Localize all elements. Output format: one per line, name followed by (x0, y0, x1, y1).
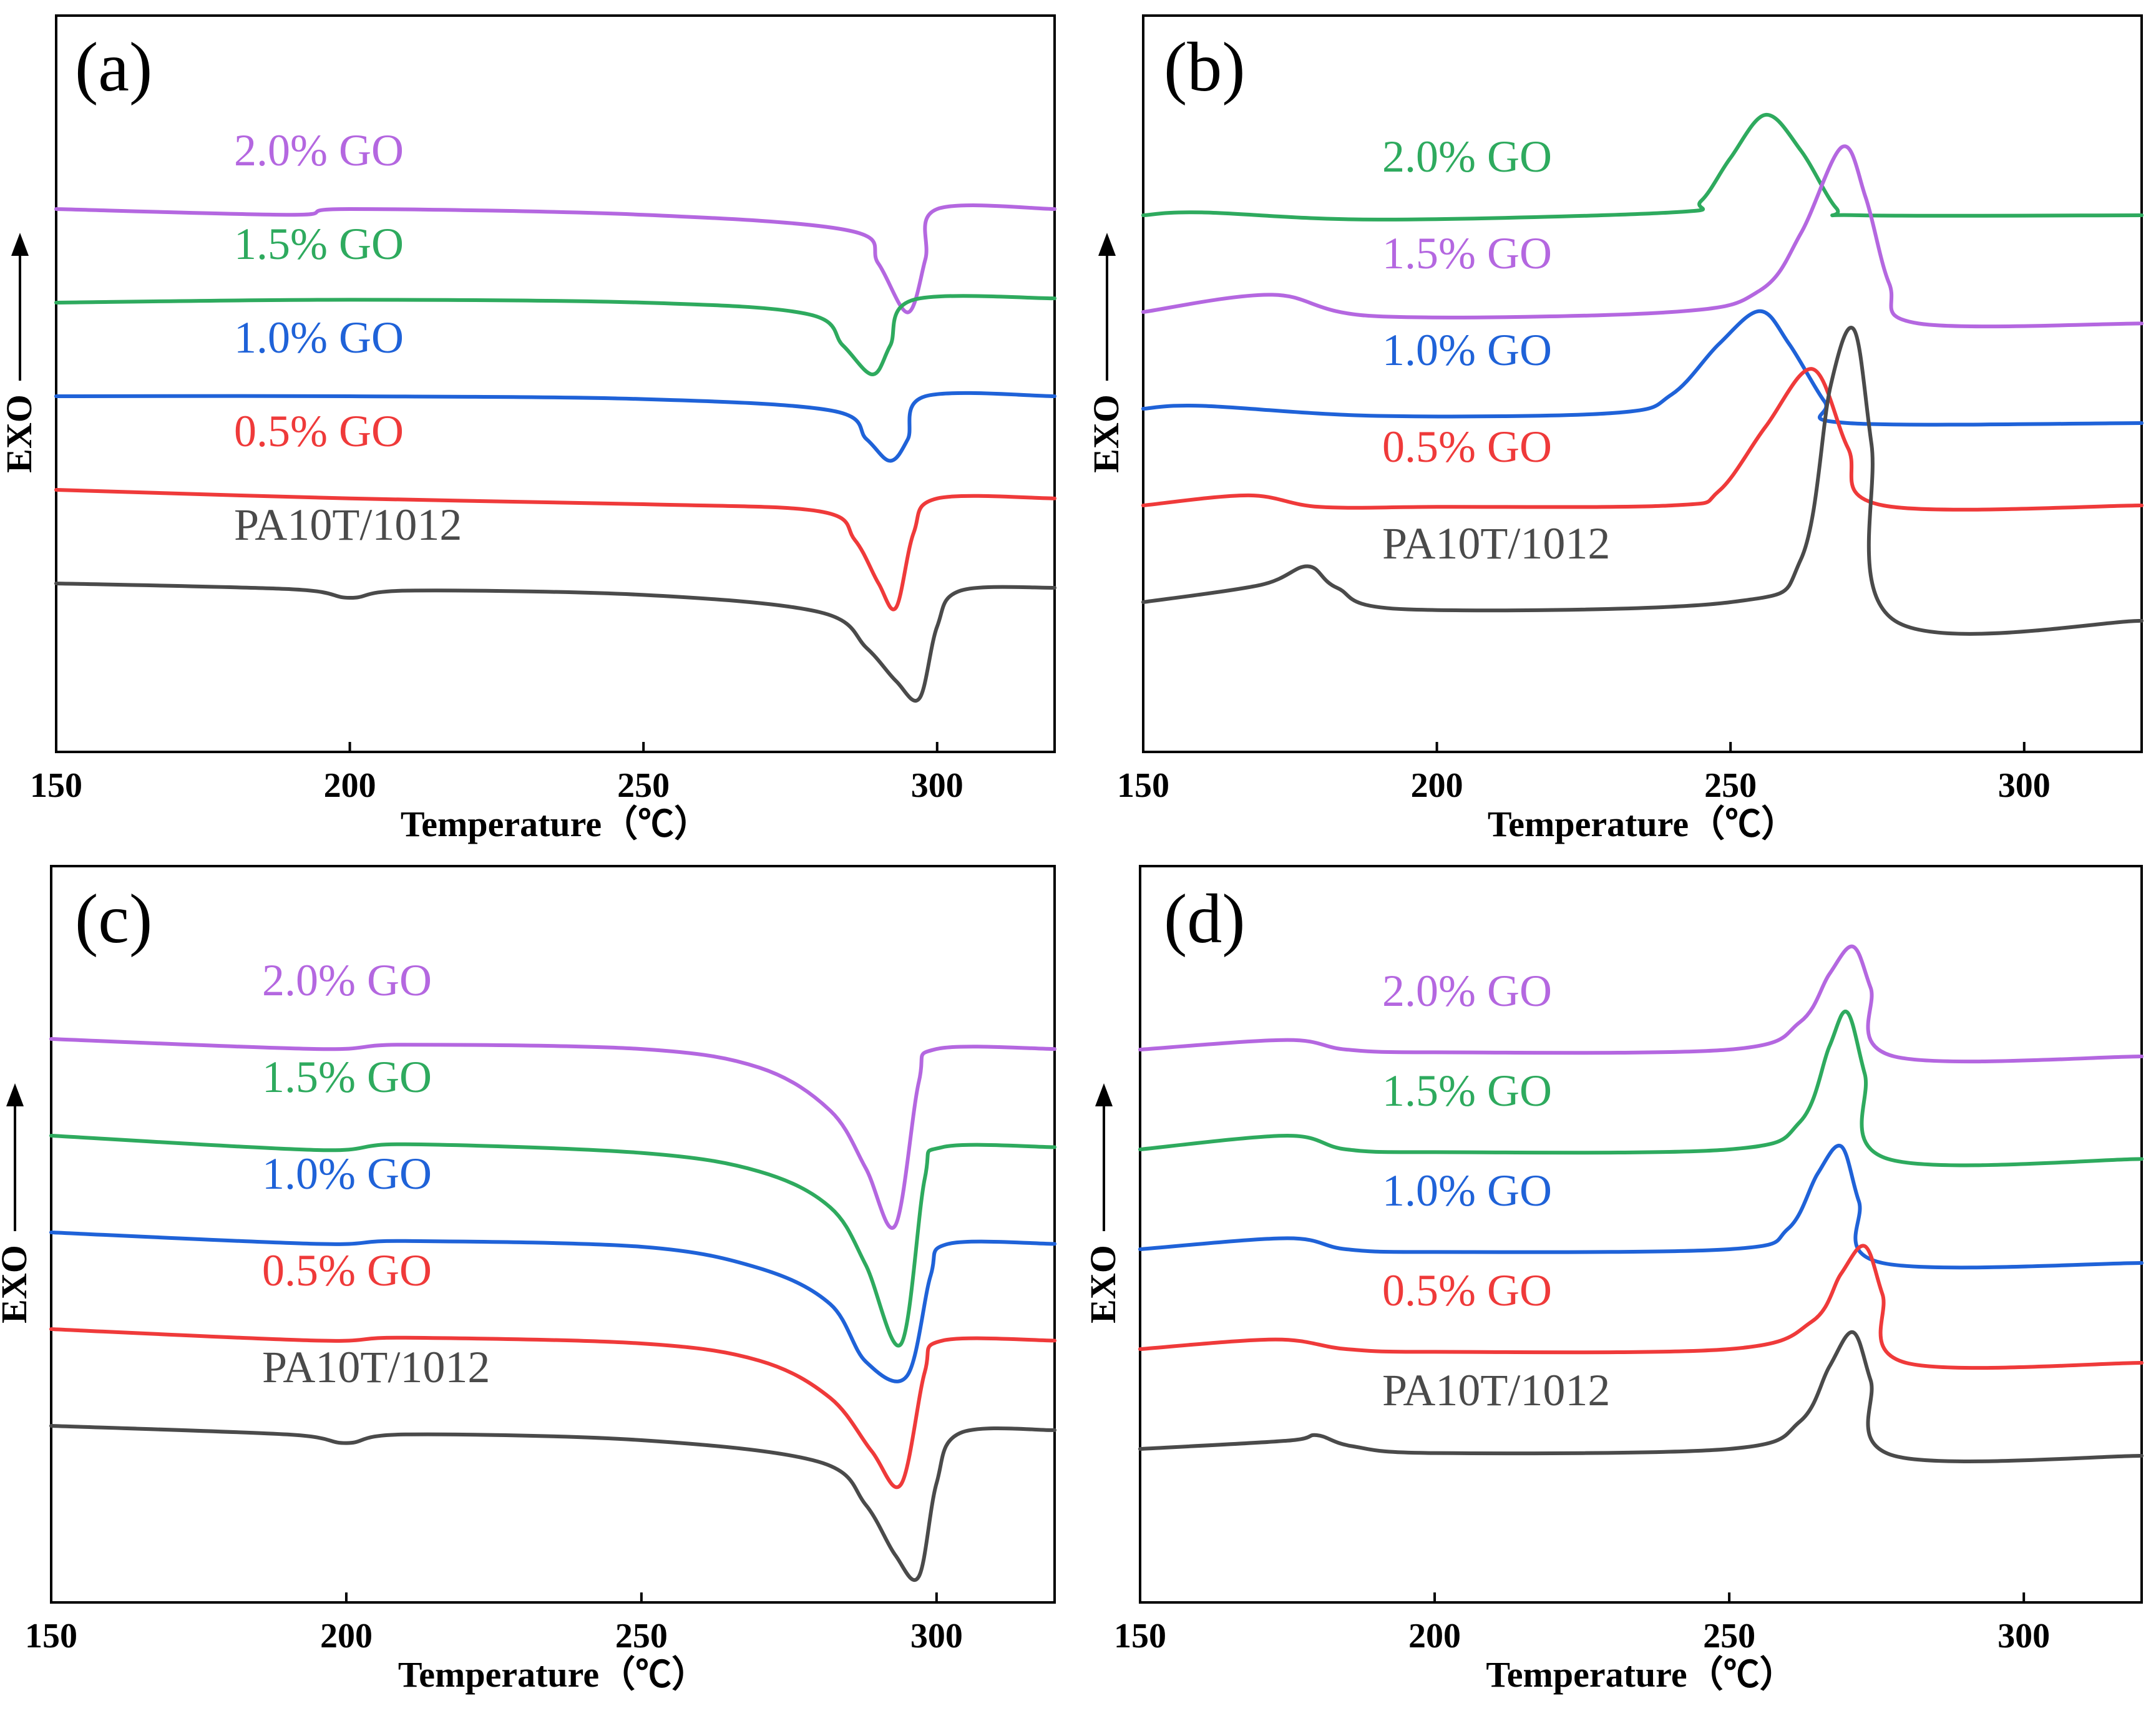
series-label: 1.0% GO (262, 1149, 432, 1199)
x-axis-title: Temperature（℃） (1486, 1654, 1795, 1695)
exo-arrow-head (6, 1083, 24, 1106)
series-line-pa10t-1012 (54, 582, 1056, 703)
x-tick-label: 150 (1117, 766, 1169, 805)
series-label: 0.5% GO (262, 1246, 432, 1295)
x-tick-label: 200 (1411, 766, 1463, 805)
series-label: 2.0% GO (234, 125, 404, 175)
series-line-pa10t-1012 (1138, 1330, 2144, 1463)
series-label: 1.0% GO (234, 313, 404, 363)
plot-frame (1139, 865, 2143, 1604)
x-tick-label: 200 (320, 1617, 373, 1655)
panel-d: 150 200 250 300 Temperature（℃） EXO (d) 2.0% GO 1… (1083, 865, 2144, 1695)
y-axis-title: EXO (0, 1245, 34, 1324)
x-tick-label: 300 (1998, 766, 2051, 805)
plot-frame (50, 865, 1056, 1604)
series-line-1-0-go (49, 1231, 1056, 1383)
series-label: 1.5% GO (234, 219, 404, 269)
series-line-2-0-go (1141, 113, 2144, 222)
series-label: 1.0% GO (1382, 1166, 1552, 1216)
series-label: 2.0% GO (262, 955, 432, 1005)
exo-arrow-head (11, 233, 29, 256)
x-tick-label: 300 (911, 766, 963, 805)
series-line-2-0-go (54, 203, 1056, 314)
x-tick-label: 150 (25, 1617, 77, 1655)
x-tick-label: 250 (617, 766, 670, 805)
series-line-0-5-go (1141, 367, 2144, 512)
y-axis-title: EXO (1083, 1245, 1123, 1324)
series-line-pa10t-1012 (49, 1424, 1056, 1582)
x-axis-title: Temperature（℃） (401, 804, 710, 844)
series-line-1-5-go (1138, 1009, 2144, 1168)
series-line-0-5-go (49, 1327, 1056, 1489)
series-line-1-0-go (54, 391, 1056, 463)
series-line-0-5-go (54, 488, 1056, 612)
y-axis-title: EXO (1086, 394, 1126, 473)
panel-a: 150 200 250 300 Temperature（℃） EXO (a) 2.0% GO 1… (0, 14, 1056, 844)
panel-b: 150 200 250 300 Temperature（℃） EXO (b) 2.0% GO 1… (1086, 14, 2144, 844)
x-tick-label: 150 (30, 766, 82, 805)
series-label: PA10T/1012 (1382, 1365, 1610, 1415)
exo-arrow-head (1095, 1083, 1113, 1106)
series-label: 1.5% GO (1382, 228, 1552, 278)
series-line-1-5-go (1141, 144, 2144, 329)
series-label: 0.5% GO (1382, 1265, 1552, 1315)
series-label: 2.0% GO (1382, 132, 1552, 182)
series-label: 1.5% GO (262, 1052, 432, 1102)
panel-label: (a) (75, 29, 152, 106)
series-label: PA10T/1012 (234, 500, 462, 550)
series-line-1-5-go (49, 1134, 1056, 1348)
x-tick-label: 200 (1408, 1617, 1461, 1655)
series-line-1-0-go (1138, 1143, 2144, 1270)
series-line-2-0-go (49, 1037, 1056, 1230)
panel-label: (b) (1164, 29, 1246, 106)
panel-label: (c) (75, 880, 152, 958)
x-tick-label: 250 (615, 1617, 668, 1655)
series-line-pa10t-1012 (1141, 326, 2144, 636)
series-line-2-0-go (1138, 944, 2144, 1064)
panel-c: 150 200 250 300 Temperature（℃） EXO (c) 2.0% GO 1… (0, 865, 1056, 1695)
series-label: 1.5% GO (1382, 1066, 1552, 1116)
series-label: PA10T/1012 (1382, 519, 1610, 568)
x-tick-label: 250 (1703, 1617, 1755, 1655)
series-label: PA10T/1012 (262, 1342, 490, 1392)
x-tick-label: 300 (1997, 1617, 2050, 1655)
plot-frame (1142, 14, 2143, 753)
y-axis-title: EXO (0, 394, 39, 473)
series-label: 0.5% GO (1382, 422, 1552, 472)
series-label: 0.5% GO (234, 406, 404, 456)
series-line-1-5-go (54, 294, 1056, 376)
x-axis-title: Temperature（℃） (1488, 804, 1797, 844)
x-tick-label: 200 (324, 766, 376, 805)
exo-arrow-head (1098, 233, 1116, 256)
x-tick-label: 250 (1704, 766, 1757, 805)
plot-frame (55, 14, 1056, 753)
series-label: 2.0% GO (1382, 966, 1552, 1016)
x-tick-label: 300 (910, 1617, 963, 1655)
series-label: 1.0% GO (1382, 325, 1552, 375)
x-axis-title: Temperature（℃） (398, 1654, 708, 1695)
panel-label: (d) (1164, 880, 1246, 958)
x-tick-label: 150 (1114, 1617, 1166, 1655)
series-line-0-5-go (1138, 1244, 2144, 1370)
